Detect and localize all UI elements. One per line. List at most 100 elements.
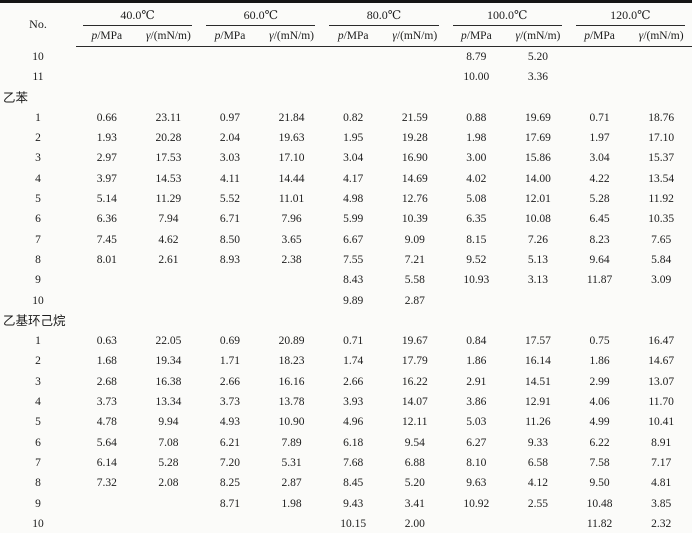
cell-p: 2.04 (219, 132, 241, 145)
cell-gamma: 16.38 (155, 375, 182, 388)
column-header-pressure: p/MPa (199, 26, 261, 47)
cell-gamma: 4.12 (527, 477, 549, 490)
cell-gamma: 16.14 (525, 355, 551, 368)
cell-p: 5.14 (96, 193, 117, 206)
cell-gamma: 17.79 (401, 355, 428, 368)
table-row: 2 1.68 19.34 1.71 18.23 1.74 17.79 1.86 16.14 1.8… (0, 351, 692, 371)
cell-no: 10 (32, 517, 44, 530)
cell-p (199, 514, 261, 533)
cell-p: 4.02 (466, 172, 487, 185)
cell-p: 3.04 (589, 152, 610, 165)
cell-gamma: 2.38 (281, 253, 302, 266)
cell-gamma: 9.33 (527, 436, 549, 449)
cell-gamma: 11.29 (155, 193, 182, 206)
table-row: 2 1.93 20.28 2.04 19.63 1.95 19.28 1.98 17.69 1.9… (0, 128, 692, 148)
cell-p: 10.93 (463, 274, 490, 287)
column-group-100c: 100.0℃ (446, 2, 569, 27)
cell-gamma (507, 514, 569, 533)
cell-gamma (261, 67, 323, 87)
cell-gamma: 16.22 (401, 375, 428, 388)
column-group-60c: 60.0℃ (199, 2, 322, 27)
cell-no: 6 (35, 213, 41, 226)
table-row: 5 4.78 9.94 4.93 10.90 4.96 12.11 5.03 11.26 4.99… (0, 412, 692, 432)
cell-gamma: 14.67 (648, 355, 675, 368)
cell-p: 3.00 (466, 152, 487, 165)
table-row: 3 2.97 17.53 3.03 17.10 3.04 16.90 3.00 15.86 3.0… (0, 148, 692, 168)
cell-gamma: 2.87 (281, 477, 302, 490)
cell-gamma (138, 67, 200, 87)
subheader-row: p/MPa γ/(mN/m) p/MPa γ/(mN/m) p/MPa γ/(m… (0, 26, 692, 47)
cell-p (76, 270, 138, 290)
cell-gamma (630, 47, 692, 68)
table-row: 11 10.00 3.36 (0, 67, 692, 87)
cell-p (76, 494, 138, 514)
cell-gamma: 6.58 (527, 456, 549, 469)
cell-gamma: 4.62 (158, 233, 179, 246)
cell-p: 3.86 (466, 396, 487, 409)
cell-gamma: 12.91 (525, 396, 551, 409)
section-label: 乙苯 (3, 90, 29, 105)
cell-gamma: 5.58 (404, 274, 425, 287)
cell-gamma: 2.00 (404, 517, 425, 530)
p-symbol: p (91, 30, 98, 42)
cell-p: 8.23 (589, 233, 610, 246)
cell-p: 1.68 (96, 355, 117, 368)
cell-p: 8.93 (219, 253, 241, 266)
table-body: 10 8.79 5.20 11 10.00 3.36 乙苯 1 0.66 23.11 0.97 21.… (0, 47, 692, 533)
column-group-label: 40.0℃ (83, 4, 193, 26)
cell-p: 5.08 (466, 193, 487, 206)
cell-p: 8.50 (219, 233, 241, 246)
cell-gamma: 3.09 (651, 274, 672, 287)
cell-gamma: 14.69 (401, 172, 428, 185)
cell-no: 7 (35, 456, 41, 469)
cell-p (199, 291, 261, 311)
cell-p: 4.98 (343, 193, 364, 206)
cell-gamma: 15.86 (525, 152, 551, 165)
cell-gamma: 13.54 (648, 172, 675, 185)
p-symbol: p (337, 30, 344, 42)
column-group-label: 80.0℃ (329, 4, 439, 26)
cell-gamma: 9.54 (404, 436, 425, 449)
gamma-unit: /(mN/m) (273, 30, 314, 42)
cell-no: 9 (35, 274, 41, 287)
cell-gamma: 11.26 (525, 416, 551, 429)
cell-gamma: 10.08 (525, 213, 551, 226)
cell-no: 1 (35, 335, 41, 348)
cell-gamma: 7.94 (158, 213, 179, 226)
cell-p: 3.93 (343, 396, 364, 409)
cell-gamma: 17.10 (278, 152, 305, 165)
cell-gamma: 5.20 (404, 477, 425, 490)
cell-gamma: 8.91 (651, 436, 672, 449)
cell-gamma: 12.76 (401, 193, 428, 206)
column-header-pressure: p/MPa (322, 26, 384, 47)
cell-p: 2.91 (466, 375, 487, 388)
column-header-surface-tension: γ/(mN/m) (507, 26, 569, 47)
cell-no: 5 (35, 193, 41, 206)
p-symbol: p (461, 30, 467, 42)
cell-gamma: 2.32 (651, 517, 672, 530)
p-unit: /MPa (220, 30, 246, 42)
cell-gamma: 12.01 (525, 193, 551, 206)
cell-no: 8 (35, 253, 41, 266)
cell-gamma (630, 67, 692, 87)
cell-gamma: 5.31 (281, 456, 302, 469)
cell-p: 1.97 (589, 132, 610, 145)
cell-p (76, 47, 138, 68)
cell-gamma: 5.13 (527, 253, 549, 266)
cell-gamma: 2.08 (158, 477, 179, 490)
column-group-label: 60.0℃ (206, 4, 316, 26)
cell-p: 5.52 (219, 193, 241, 206)
cell-gamma: 13.78 (278, 396, 305, 409)
cell-no: 10 (32, 50, 44, 63)
cell-gamma: 15.37 (648, 152, 675, 165)
column-header-surface-tension: γ/(mN/m) (383, 26, 446, 47)
cell-gamma: 21.84 (278, 111, 305, 124)
column-group-label: 100.0℃ (452, 4, 562, 26)
cell-p: 8.43 (343, 274, 364, 287)
column-header-surface-tension: γ/(mN/m) (630, 26, 692, 47)
cell-gamma: 7.21 (404, 253, 425, 266)
column-header-surface-tension: γ/(mN/m) (137, 26, 200, 47)
cell-p: 8.71 (219, 497, 241, 510)
cell-gamma: 5.28 (158, 456, 179, 469)
cell-gamma: 19.28 (401, 132, 428, 145)
